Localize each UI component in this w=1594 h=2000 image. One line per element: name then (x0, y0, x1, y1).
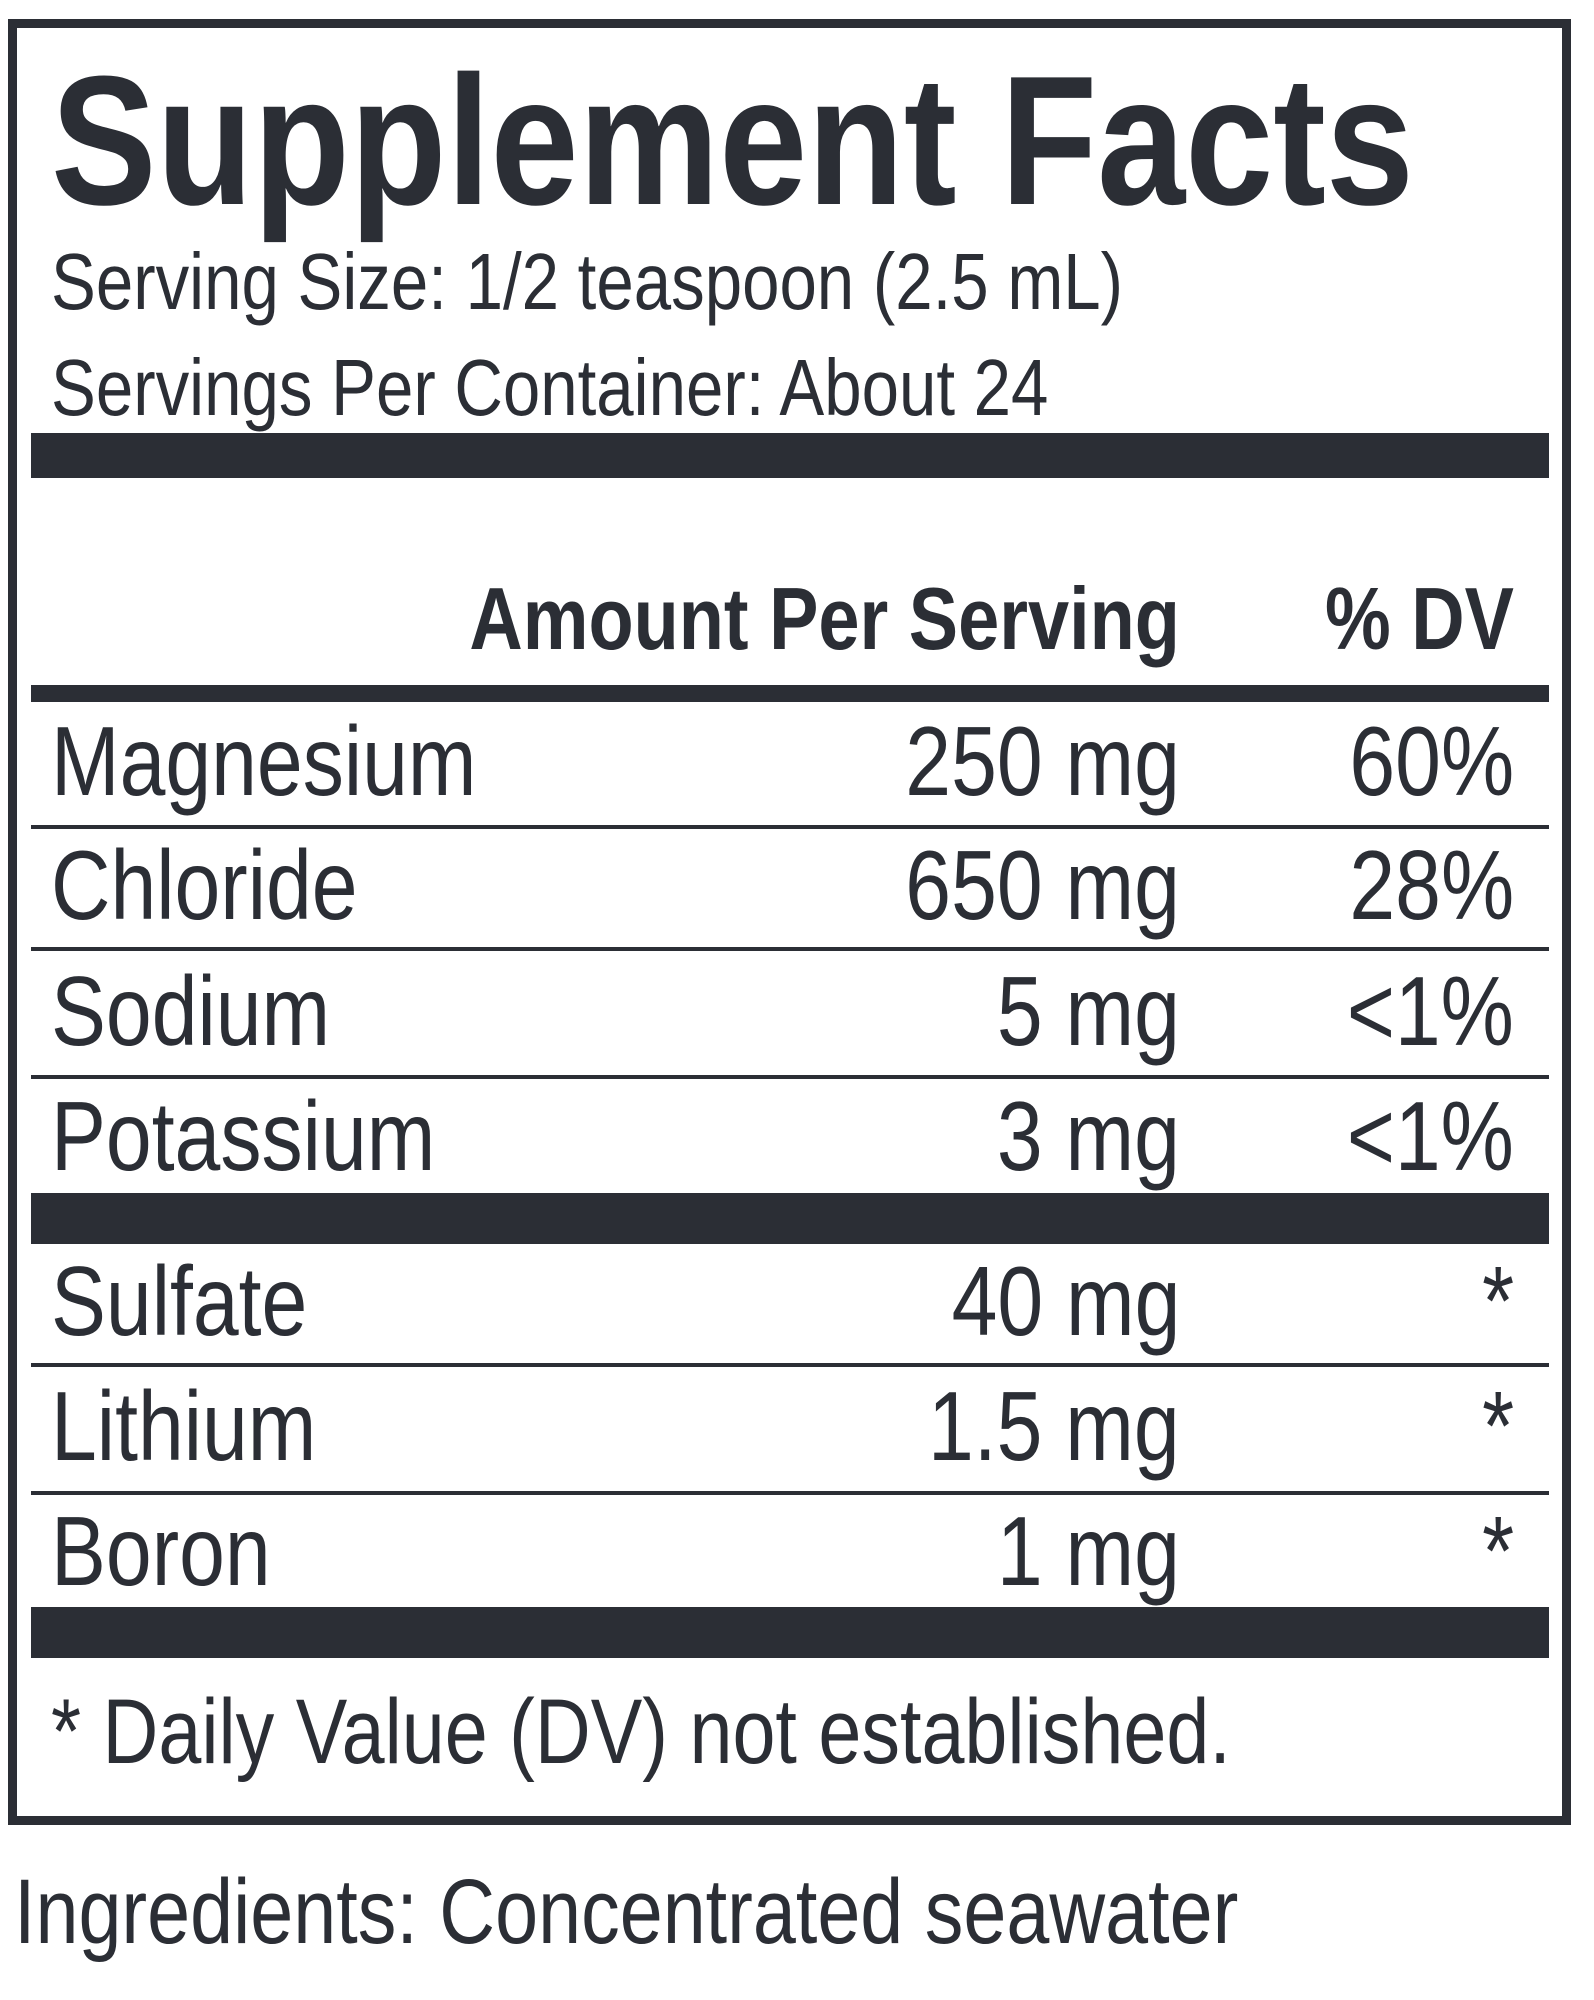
nutrient-name: Magnesium (51, 706, 477, 816)
footnote: * Daily Value (DV) not established. (51, 1681, 1231, 1783)
row-separator (31, 1491, 1549, 1495)
nutrient-name: Potassium (51, 1081, 436, 1191)
nutrient-name: Boron (51, 1496, 271, 1606)
nutrient-amount: 1.5 mg (928, 1371, 1180, 1481)
divider-bar (31, 685, 1549, 702)
divider-bar (31, 1193, 1549, 1244)
row-separator (31, 947, 1549, 951)
nutrient-dv: * (1481, 1246, 1514, 1356)
servings-per-container: Servings Per Container: About 24 (51, 343, 1049, 432)
nutrient-dv: 60% (1349, 706, 1514, 816)
nutrient-name: Chloride (51, 830, 358, 940)
row-separator (31, 825, 1549, 829)
nutrient-name: Sulfate (51, 1246, 308, 1356)
row-separator (31, 1363, 1549, 1367)
panel-title: Supplement Facts (51, 37, 1414, 243)
supplement-facts-panel (8, 19, 1571, 1825)
nutrient-dv: <1% (1346, 1081, 1514, 1191)
nutrient-amount: 3 mg (996, 1081, 1180, 1191)
nutrient-dv: <1% (1346, 956, 1514, 1066)
nutrient-amount: 5 mg (996, 956, 1180, 1066)
nutrient-amount: 250 mg (905, 706, 1180, 816)
ingredients: Ingredients: Concentrated seawater (14, 1861, 1239, 1963)
nutrient-dv: 28% (1349, 830, 1514, 940)
serving-size: Serving Size: 1/2 teaspoon (2.5 mL) (51, 237, 1124, 326)
nutrient-dv: * (1481, 1496, 1514, 1606)
nutrient-name: Sodium (51, 956, 331, 1066)
header-amount: Amount Per Serving (469, 569, 1180, 668)
nutrient-amount: 650 mg (905, 830, 1180, 940)
divider-bar (31, 1607, 1549, 1658)
nutrient-dv: * (1481, 1371, 1514, 1481)
header-dv: % DV (1325, 569, 1514, 668)
divider-bar (31, 433, 1549, 478)
row-separator (31, 1075, 1549, 1079)
nutrient-amount: 40 mg (951, 1246, 1180, 1356)
nutrient-amount: 1 mg (996, 1496, 1180, 1606)
nutrient-name: Lithium (51, 1371, 317, 1481)
